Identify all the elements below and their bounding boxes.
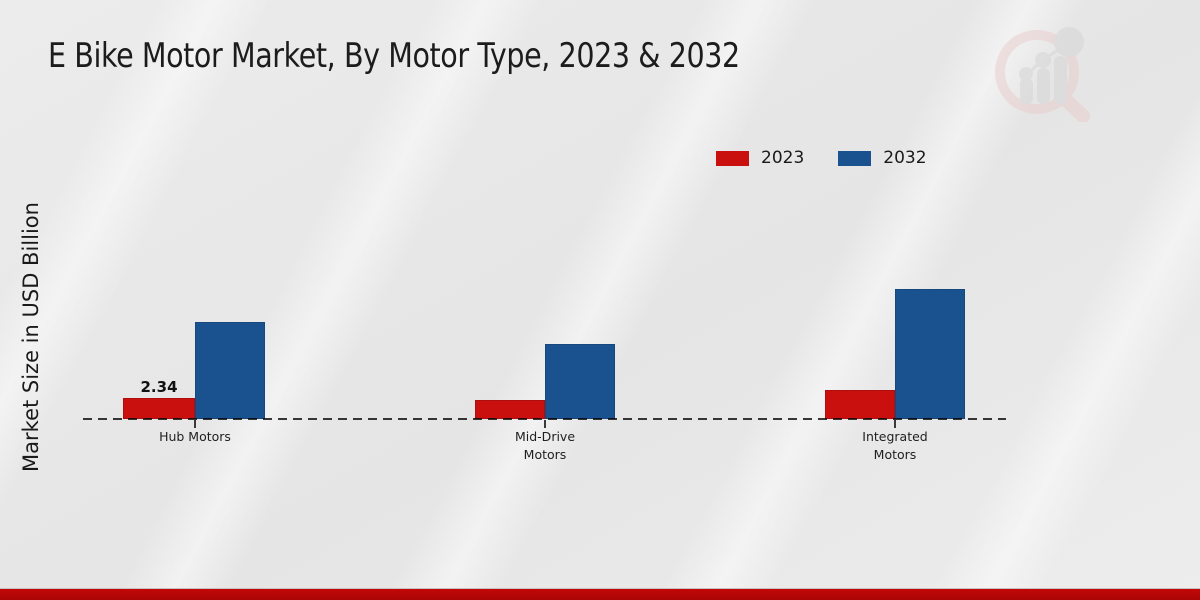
bar-2032-mid-drive-motors — [545, 344, 615, 419]
x-axis-category-label: Integrated Motors — [862, 429, 928, 463]
legend-swatch-2032 — [838, 150, 872, 166]
page-title: E Bike Motor Market, By Motor Type, 2023… — [48, 36, 740, 76]
legend-item-2023: 2023 — [716, 148, 804, 168]
x-axis-tick — [894, 420, 896, 428]
bar-2032-integrated-motors — [895, 289, 965, 419]
x-axis-tick — [194, 420, 196, 428]
bar-2023-mid-drive-motors — [475, 400, 545, 419]
zero-baseline — [83, 418, 1006, 420]
legend-label-2023: 2023 — [761, 148, 805, 168]
bar-2032-hub-motors — [195, 322, 265, 419]
bar-2023-hub-motors — [123, 398, 195, 419]
x-axis-tick — [544, 420, 546, 428]
x-axis-category-label: Hub Motors — [159, 429, 231, 444]
footer-accent-bar — [0, 588, 1200, 600]
magnifier-bar-chart-logo-icon — [985, 22, 1095, 126]
x-axis-category-label: Mid-Drive Motors — [514, 429, 576, 463]
legend-item-2032: 2032 — [838, 148, 927, 168]
legend-label-2032: 2032 — [883, 148, 927, 168]
legend: 2023 2032 — [716, 148, 927, 168]
bar-2023-integrated-motors — [825, 390, 895, 419]
legend-swatch-2023 — [716, 150, 749, 166]
